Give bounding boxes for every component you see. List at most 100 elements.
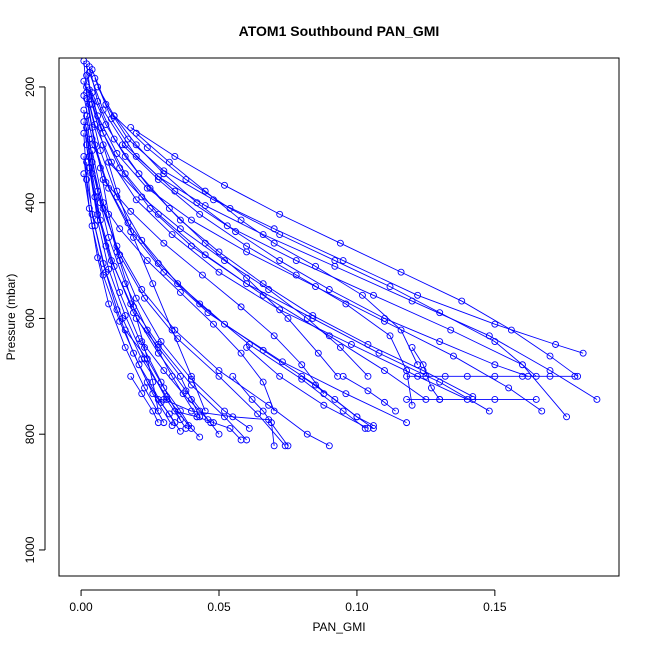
data-point [397, 326, 405, 334]
data-point [187, 424, 195, 432]
profile-series [403, 372, 579, 380]
data-point [116, 225, 124, 233]
profile-line [83, 133, 201, 438]
data-point [336, 343, 344, 351]
data-point [259, 231, 267, 238]
profile-line [122, 144, 413, 406]
series-layer [80, 58, 601, 450]
data-point [80, 118, 88, 126]
data-point [80, 170, 88, 178]
data-point [127, 207, 135, 215]
data-point [160, 239, 168, 247]
data-point [270, 407, 278, 415]
data-point [110, 135, 118, 143]
data-point [450, 352, 457, 360]
profile-series [85, 100, 411, 427]
data-point [441, 372, 449, 380]
profile-series [243, 343, 372, 432]
data-point [292, 257, 300, 265]
data-point [270, 332, 278, 340]
data-point [176, 216, 184, 224]
data-point [176, 407, 184, 415]
y-tick-label: 200 [23, 77, 37, 97]
data-point [160, 396, 168, 403]
profile-series [171, 407, 245, 444]
data-point [303, 315, 311, 322]
data-point [276, 372, 284, 380]
data-point [121, 170, 129, 178]
profile-line [86, 63, 206, 412]
data-point [215, 430, 223, 438]
data-point [339, 257, 347, 265]
data-point [312, 381, 319, 389]
data-point [102, 121, 110, 129]
data-point [386, 332, 394, 340]
x-tick-label: 0.00 [69, 600, 93, 614]
data-point [99, 141, 107, 149]
data-point [110, 262, 118, 270]
data-point [85, 100, 93, 108]
data-point [223, 222, 231, 230]
data-point [196, 407, 204, 415]
data-point [80, 77, 88, 85]
data-point [491, 372, 499, 380]
data-point [88, 89, 96, 97]
profile-series [94, 83, 532, 380]
data-point [408, 401, 416, 409]
data-point [83, 158, 91, 166]
data-point [127, 372, 135, 380]
data-point [176, 372, 184, 380]
profile-series [91, 74, 571, 421]
data-point [149, 280, 157, 288]
data-point [403, 396, 411, 403]
data-point [83, 71, 91, 79]
data-point [370, 291, 377, 299]
data-point [121, 343, 129, 351]
data-point [154, 407, 162, 415]
data-point [463, 372, 471, 380]
data-point [182, 176, 190, 183]
data-point [99, 199, 107, 207]
data-point [364, 424, 372, 432]
data-point [138, 236, 146, 244]
profile-line [174, 410, 242, 441]
data-point [538, 407, 546, 415]
data-point [447, 326, 455, 334]
data-point [176, 416, 184, 424]
profile-line [130, 127, 578, 377]
data-point [579, 349, 587, 357]
data-point [419, 361, 427, 369]
data-point [226, 424, 234, 432]
profile-series [127, 123, 582, 380]
data-point [160, 170, 168, 178]
data-point [105, 184, 113, 192]
profile-line [83, 81, 468, 400]
data-point [99, 129, 107, 137]
data-point [141, 294, 148, 302]
profile-line [88, 72, 598, 400]
profile-line [88, 104, 407, 424]
data-point [325, 442, 333, 450]
profile-line [86, 162, 173, 426]
data-point [160, 268, 168, 276]
data-point [201, 407, 209, 415]
data-point [298, 361, 306, 369]
data-point [187, 216, 195, 224]
data-point [171, 152, 179, 160]
data-point [201, 251, 209, 259]
profile-line [141, 341, 212, 423]
data-point [94, 193, 102, 201]
data-point [552, 341, 559, 348]
data-point [226, 205, 234, 212]
data-point [221, 407, 228, 415]
profile-line [146, 381, 176, 423]
data-point [113, 193, 121, 201]
data-point [243, 436, 251, 444]
x-axis-label: PAN_GMI [312, 620, 365, 634]
data-point [276, 231, 284, 238]
data-point [505, 384, 513, 392]
data-point [143, 144, 151, 152]
profile-series [298, 372, 377, 432]
plot-frame [58, 57, 620, 577]
data-point [99, 176, 107, 183]
